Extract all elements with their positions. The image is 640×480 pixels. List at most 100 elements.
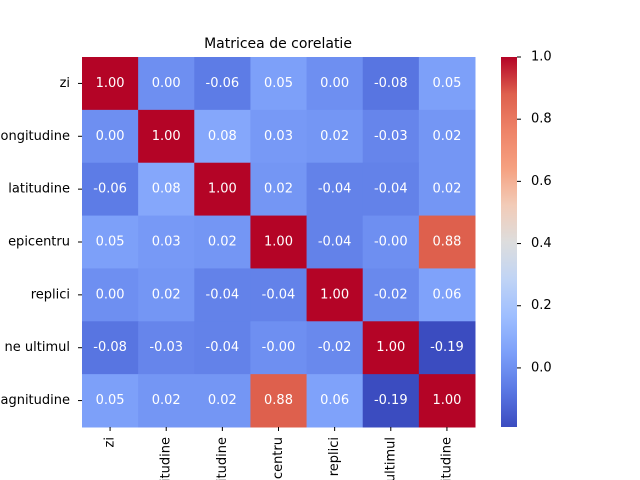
cell-label: 0.00	[96, 287, 125, 302]
heatmap-cell	[250, 268, 308, 322]
cell-label: 1.00	[432, 393, 461, 408]
cell-label: -0.06	[93, 182, 127, 197]
cell-label: -0.04	[206, 287, 240, 302]
heatmap-cell	[306, 321, 364, 375]
heatmap-cell	[82, 215, 139, 269]
cell-label: 0.05	[432, 76, 461, 91]
y-tick-label: ongitudine	[1, 129, 71, 144]
heatmap-cell	[250, 374, 308, 428]
heatmap-cell	[362, 321, 420, 375]
cell-label: -0.04	[374, 182, 408, 197]
heatmap-cell	[82, 162, 139, 217]
heatmap-cell	[418, 162, 476, 217]
cell-label: -0.00	[262, 340, 296, 355]
heatmap-cell	[194, 57, 251, 111]
cell-label: 0.02	[152, 393, 181, 408]
y-tick-label: latitudine	[8, 182, 70, 197]
cell-label: 1.00	[264, 235, 293, 250]
heatmap-cell	[194, 162, 251, 217]
cell-label: -0.04	[318, 235, 352, 250]
heatmap-cell	[194, 268, 251, 322]
cell-label: -0.04	[206, 340, 240, 355]
heatmap-cell	[362, 374, 420, 428]
heatmap-cell	[138, 57, 195, 111]
colorbar-tick-label: 0.6	[531, 174, 552, 189]
heatmap-cell	[418, 109, 476, 164]
cell-label: 0.02	[432, 129, 461, 144]
heatmap-cell	[250, 162, 308, 217]
cell-label: 0.02	[432, 182, 461, 197]
colorbar-tick-label: 0.2	[531, 298, 552, 313]
heatmap-cell	[306, 57, 364, 111]
cell-label: 0.00	[152, 76, 181, 91]
cell-label: -0.19	[374, 393, 408, 408]
x-tick-label: zi	[103, 437, 118, 447]
cell-label: 1.00	[320, 287, 349, 302]
heatmap-cell	[362, 162, 420, 217]
heatmap-cell	[194, 109, 251, 164]
cell-label: 1.00	[208, 182, 237, 197]
heatmap-cell	[194, 215, 251, 269]
heatmap-cell	[194, 321, 251, 375]
cell-label: 0.02	[152, 287, 181, 302]
cell-label: -0.19	[430, 340, 464, 355]
heatmap-cell	[138, 321, 195, 375]
cell-label: 0.88	[432, 235, 461, 250]
x-tick-label: ongitudine	[159, 437, 174, 480]
cell-label: -0.03	[374, 129, 408, 144]
cell-label: -0.03	[149, 340, 183, 355]
heatmap-cell	[82, 109, 139, 164]
heatmap-cell	[306, 109, 364, 164]
heatmap-cell	[194, 374, 251, 428]
cell-label: -0.06	[206, 76, 240, 91]
cell-label: 0.00	[96, 129, 125, 144]
cell-label: 0.05	[264, 76, 293, 91]
heatmap-cell	[418, 268, 476, 322]
colorbar-tick-label: 1.0	[531, 50, 552, 65]
heatmap-cell	[82, 374, 139, 428]
heatmap-cell	[418, 57, 476, 111]
cell-label: 0.08	[152, 182, 181, 197]
cell-label: 0.02	[320, 129, 349, 144]
y-tick-label: ne ultimul	[5, 340, 70, 355]
cell-label: 0.88	[264, 393, 293, 408]
cell-label: 0.05	[96, 393, 125, 408]
colorbar-tick-label: 0.8	[531, 112, 552, 127]
cell-label: 0.02	[264, 182, 293, 197]
cell-label: 0.00	[320, 76, 349, 91]
heatmap-cell	[362, 109, 420, 164]
heatmap-cell	[362, 57, 420, 111]
y-tick-label: replici	[31, 287, 70, 302]
cell-label: 0.06	[432, 287, 461, 302]
heatmap-cell	[306, 215, 364, 269]
chart-title: Matricea de corelatie	[204, 36, 352, 52]
x-tick-label: agnitudine	[439, 437, 454, 480]
heatmap-cell	[82, 321, 139, 375]
cell-label: -0.04	[318, 182, 352, 197]
heatmap-cell	[306, 268, 364, 322]
cell-label: 0.05	[96, 235, 125, 250]
y-tick-label: zi	[60, 76, 70, 91]
cell-label: 1.00	[152, 129, 181, 144]
cell-label: -0.02	[374, 287, 408, 302]
cell-label: 0.03	[264, 129, 293, 144]
cell-label: 0.02	[208, 393, 237, 408]
heatmap-cell	[138, 109, 195, 164]
heatmap-cell	[418, 321, 476, 375]
cell-label: 1.00	[96, 76, 125, 91]
y-tick-label: agnitudine	[0, 393, 70, 408]
cell-label: 0.06	[320, 393, 349, 408]
x-tick-label: ne ultimul	[383, 437, 398, 480]
heatmap-cell	[362, 268, 420, 322]
cell-label: -0.08	[93, 340, 127, 355]
heatmap-cell	[82, 268, 139, 322]
heatmap-cell	[306, 374, 364, 428]
cell-label: -0.04	[262, 287, 296, 302]
cell-label: 1.00	[376, 340, 405, 355]
y-tick-label: epicentru	[8, 235, 70, 250]
heatmap-cell	[250, 321, 308, 375]
cell-label: 0.02	[208, 235, 237, 250]
heatmap-cell	[250, 215, 308, 269]
heatmap-cell	[82, 57, 139, 111]
heatmap-cell	[138, 268, 195, 322]
